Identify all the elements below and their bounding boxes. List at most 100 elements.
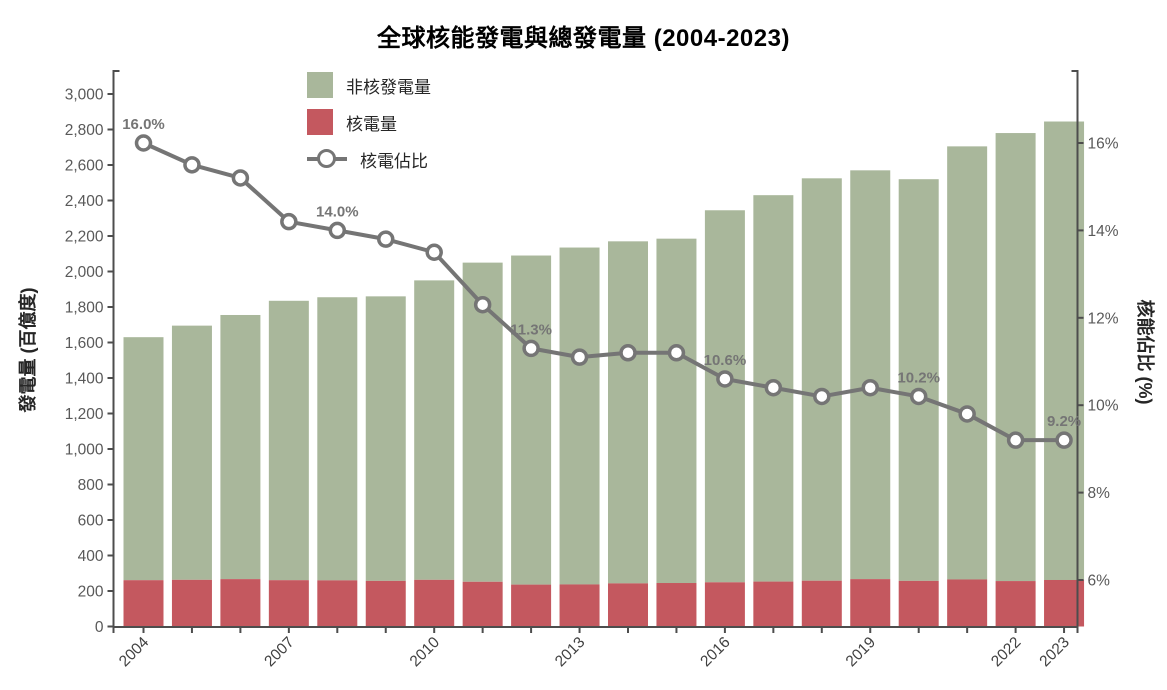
bar-nonnuclear-2018 [801, 178, 842, 581]
x-axis-tick-label-2016: 2016 [697, 634, 733, 670]
x-axis-tick-label-2019: 2019 [843, 634, 879, 670]
left-axis-tick-label: 1,200 [65, 406, 104, 423]
bar-nonnuclear-2015 [656, 238, 697, 584]
left-axis-tick-label: 400 [78, 548, 104, 565]
left-axis-tick-label: 1,600 [65, 335, 104, 352]
bar-nuclear-2010 [414, 579, 455, 627]
annotation-2008: 14.0% [316, 203, 359, 220]
bar-nuclear-2006 [220, 579, 261, 627]
x-axis-tick-label-2010: 2010 [407, 634, 444, 671]
nuclear-share-marker-2017 [764, 378, 783, 397]
left-axis-tick-label: 2,800 [65, 122, 104, 139]
left-axis-tick-label: 2,200 [65, 229, 104, 246]
left-axis-tick-label: 2,400 [65, 193, 104, 210]
left-axis-title: 發電量 (百億度) [17, 288, 38, 414]
bar-nuclear-2015 [656, 583, 697, 627]
left-axis-tick-label: 3,000 [65, 87, 104, 104]
bar-nuclear-2014 [608, 583, 648, 627]
nuclear-share-marker-2021 [958, 405, 976, 423]
bar-nonnuclear-2016 [704, 210, 745, 583]
bar-nonnuclear-2022 [995, 133, 1036, 582]
right-axis-tick-label: 8% [1088, 485, 1111, 502]
bar-nuclear-2011 [462, 581, 503, 627]
nuclear-share-marker-2014 [619, 344, 637, 362]
bar-nonnuclear-2008 [317, 297, 358, 581]
bar-nonnuclear-2013 [559, 247, 600, 585]
nuclear-share-marker-2007 [280, 212, 298, 231]
left-axis-tick-label: 1,800 [65, 300, 104, 317]
bar-nonnuclear-2012 [511, 255, 552, 585]
bar-nonnuclear-2014 [608, 241, 648, 584]
legend-item-share: 核電佔比 [307, 146, 431, 172]
annotation-2004: 16.0% [122, 116, 165, 133]
left-axis-tick-label: 600 [78, 513, 104, 530]
chart-title: 全球核能發電與總發電量 (2004-2023) [377, 25, 790, 52]
nuclear-share-marker-2004 [134, 134, 153, 152]
right-axis-title: 核能佔比 (%) [1135, 300, 1156, 405]
nuclear-share-marker-2022 [1006, 431, 1025, 449]
legend-label-share: 核電佔比 [360, 151, 428, 171]
annotation-2020: 10.2% [897, 369, 940, 386]
nuclear-share-marker-2013 [570, 348, 589, 366]
bar-nonnuclear-2006 [220, 314, 261, 580]
bar-nuclear-2019 [850, 579, 891, 627]
bar-nuclear-2020 [898, 580, 939, 627]
bar-nuclear-2004 [123, 580, 164, 627]
annotation-2023: 9.2% [1047, 413, 1081, 430]
legend-line-marker-icon [307, 146, 347, 172]
legend-item-nuclear: 核電量 [307, 109, 431, 135]
bar-nonnuclear-2019 [850, 170, 891, 580]
left-axis-tick-label: 0 [95, 619, 104, 636]
left-axis-tick-label: 1,400 [65, 371, 104, 388]
bar-nuclear-2016 [704, 582, 745, 627]
right-axis-line [1071, 70, 1079, 633]
bar-nonnuclear-2009 [365, 296, 406, 581]
bar-nuclear-2007 [268, 580, 309, 627]
nuclear-share-marker-2008 [328, 221, 347, 240]
bar-nuclear-2017 [753, 581, 794, 627]
nuclear-share-marker-2011 [473, 295, 492, 314]
x-axis-tick-label-2023: 2023 [1036, 634, 1072, 670]
nuclear-share-marker-2016 [716, 370, 734, 388]
bar-nonnuclear-2005 [171, 325, 212, 580]
nuclear-share-marker-2023 [1055, 431, 1073, 449]
bar-nonnuclear-2021 [947, 146, 988, 580]
bar-nuclear-2009 [365, 580, 406, 627]
bar-nuclear-2012 [511, 584, 552, 627]
bar-nonnuclear-2010 [414, 280, 455, 580]
x-axis-tick-label-2022: 2022 [988, 634, 1024, 670]
bar-nonnuclear-2004 [123, 337, 164, 581]
left-axis-tick-label: 2,600 [65, 158, 104, 175]
left-axis-tick-label: 200 [78, 584, 104, 601]
legend-swatch-nuclear-icon [307, 109, 333, 135]
nuclear-share-marker-2018 [813, 387, 831, 406]
nuclear-share-marker-2015 [667, 344, 686, 362]
bar-nuclear-2005 [171, 579, 212, 627]
annotation-2012: 11.3% [510, 321, 552, 338]
right-axis-tick-label: 12% [1088, 310, 1119, 327]
bar-nuclear-2022 [995, 581, 1036, 627]
legend-label-nonnuclear: 非核發電量 [346, 77, 431, 97]
bar-nuclear-2013 [559, 584, 600, 627]
nuclear-share-marker-2006 [231, 169, 250, 187]
bar-nuclear-2008 [317, 580, 358, 627]
left-axis-tick-label: 2,000 [65, 264, 104, 281]
legend-swatch-nonnuclear-icon [307, 72, 333, 98]
legend-label-nuclear: 核電量 [346, 114, 397, 134]
x-axis-tick-label-2007: 2007 [261, 634, 297, 670]
legend-item-nonnuclear: 非核發電量 [307, 72, 431, 98]
x-axis-tick-label-2013: 2013 [552, 634, 588, 670]
bar-nuclear-2021 [947, 579, 988, 627]
nuclear-share-marker-2012 [522, 339, 540, 358]
nuclear-share-marker-2010 [425, 243, 443, 261]
right-axis-tick-label: 14% [1088, 223, 1119, 240]
left-axis-tick-label: 1,000 [65, 442, 104, 459]
nuclear-share-marker-2020 [909, 387, 928, 406]
bar-nonnuclear-2020 [898, 179, 939, 581]
chart-legend: 非核發電量 核電量 核電佔比 [307, 72, 431, 172]
left-axis-tick-label: 800 [78, 477, 104, 494]
bar-nonnuclear-2007 [268, 300, 309, 581]
annotation-2016: 10.6% [704, 352, 747, 369]
